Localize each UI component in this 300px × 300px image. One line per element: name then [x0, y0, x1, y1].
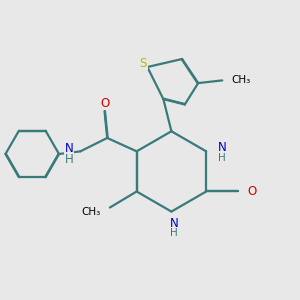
Text: CH₃: CH₃ [81, 207, 101, 217]
Text: N: N [65, 142, 74, 155]
Text: H: H [218, 153, 226, 163]
Text: N: N [170, 217, 178, 230]
Text: S: S [140, 56, 147, 70]
Text: N: N [218, 141, 227, 154]
Text: O: O [248, 185, 257, 198]
Text: H: H [170, 228, 178, 238]
Text: H: H [65, 153, 74, 166]
Text: CH₃: CH₃ [232, 75, 251, 85]
Text: O: O [100, 97, 109, 110]
